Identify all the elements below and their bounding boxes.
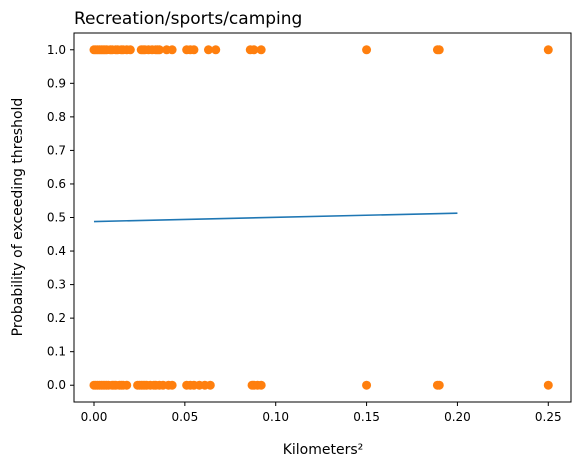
x-tick-label: 0.25 bbox=[535, 410, 562, 424]
y-tick-label: 0.4 bbox=[47, 244, 66, 258]
data-point bbox=[434, 45, 444, 55]
data-point bbox=[122, 380, 132, 390]
data-point bbox=[203, 45, 213, 55]
y-tick-label: 0.2 bbox=[47, 311, 66, 325]
y-tick-label: 0.8 bbox=[47, 110, 66, 124]
y-axis-ticks: 0.0 0.1 0.2 0.3 0.4 0.5 0.6 0.7 0.8 0.9 1.0 bbox=[47, 43, 74, 392]
data-point bbox=[167, 380, 177, 390]
data-point bbox=[434, 380, 444, 390]
data-point bbox=[543, 380, 553, 390]
data-point bbox=[362, 380, 372, 390]
data-point bbox=[205, 380, 215, 390]
data-point bbox=[362, 45, 372, 55]
data-point bbox=[256, 45, 266, 55]
points-layer bbox=[89, 45, 553, 390]
data-point bbox=[189, 45, 199, 55]
x-tick-label: 0.00 bbox=[81, 410, 108, 424]
chart-title: Recreation/sports/camping bbox=[74, 9, 302, 29]
data-point bbox=[249, 45, 259, 55]
x-tick-label: 0.20 bbox=[444, 410, 471, 424]
data-point bbox=[256, 380, 266, 390]
y-tick-label: 0.1 bbox=[47, 345, 66, 359]
plot-area bbox=[74, 33, 571, 402]
y-tick-label: 0.5 bbox=[47, 211, 66, 225]
data-point bbox=[154, 45, 164, 55]
fit-line-layer bbox=[93, 212, 458, 223]
x-tick-label: 0.10 bbox=[262, 410, 289, 424]
data-point bbox=[167, 45, 177, 55]
data-point bbox=[211, 45, 221, 55]
y-tick-label: 0.9 bbox=[47, 76, 66, 90]
x-tick-label: 0.15 bbox=[353, 410, 380, 424]
y-tick-label: 0.6 bbox=[47, 177, 66, 191]
fit-line bbox=[93, 212, 458, 223]
y-tick-label: 0.0 bbox=[47, 378, 66, 392]
y-axis-label: Probability of exceeding threshold bbox=[10, 98, 26, 337]
data-point bbox=[543, 45, 553, 55]
y-tick-label: 0.7 bbox=[47, 143, 66, 157]
x-axis-label: Kilometers² bbox=[283, 442, 364, 458]
y-tick-label: 0.3 bbox=[47, 278, 66, 292]
data-point bbox=[125, 45, 135, 55]
x-axis-ticks: 0.00 0.05 0.10 0.15 0.20 0.25 bbox=[81, 402, 562, 424]
x-tick-label: 0.05 bbox=[171, 410, 198, 424]
y-tick-label: 1.0 bbox=[47, 43, 66, 57]
